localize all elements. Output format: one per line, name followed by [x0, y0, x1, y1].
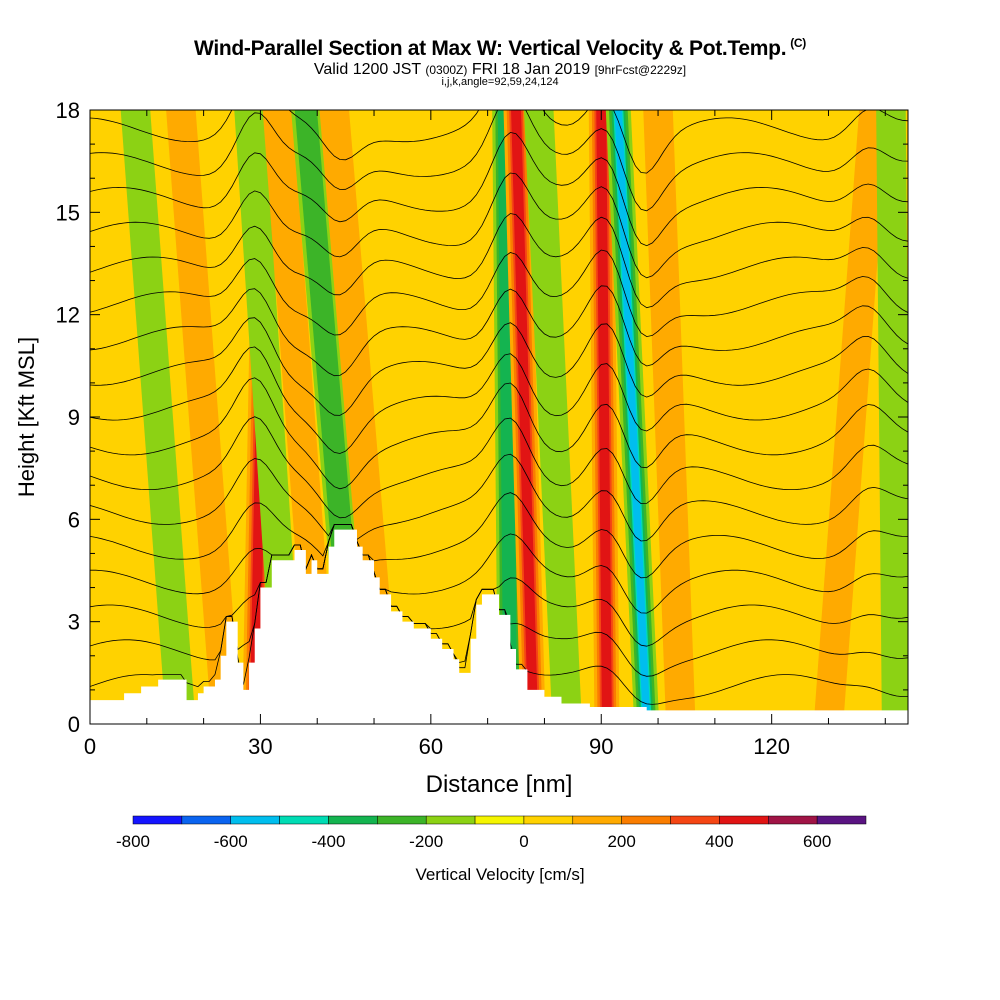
velocity-band-8: [511, 110, 539, 724]
x-tick-label: 90: [589, 734, 613, 759]
colorbar-swatch: [621, 815, 671, 825]
colorbar-swatch: [181, 815, 231, 825]
isentrope-7: [90, 453, 908, 542]
velocity-band-14: [876, 110, 908, 724]
colorbar-swatch: [719, 815, 769, 825]
colorbar-swatch: [474, 815, 525, 825]
forecast-info: [9hrFcst@2229z]: [594, 63, 687, 77]
y-tick-label: 15: [56, 200, 80, 225]
velocity-band-10: [596, 110, 612, 724]
chart-subtitle: Valid 1200 JST (0300Z) FRI 18 Jan 2019 […: [0, 61, 1000, 79]
grid-info: i,j,k,angle=92,59,24,124: [441, 76, 559, 88]
y-tick-label: 0: [68, 712, 80, 737]
y-tick-label: 12: [56, 303, 80, 328]
y-axis-label: Height [Kft MSL]: [14, 337, 39, 497]
valid-utc: (0300Z): [425, 63, 468, 77]
colorbar: -800 -600 -400 -200 0 200 400 600 Vertical Veloc…: [116, 815, 867, 884]
velocity-band-1: [166, 110, 242, 724]
colorbar-tick-label: -200: [409, 832, 443, 851]
y-tick-label: 18: [56, 98, 80, 123]
x-tick-label: 30: [248, 734, 272, 759]
isentrope-11: [90, 317, 908, 416]
y-tick-label: 3: [68, 610, 80, 635]
colorbar-swatch: [377, 815, 427, 825]
colorbar-tick-label: 200: [607, 832, 635, 851]
colorbar-tick-label: -800: [116, 832, 150, 851]
isentrope-17: [90, 110, 908, 212]
valid-time: Valid 1200 JST: [313, 61, 421, 78]
colorbar-tick-label: -400: [311, 832, 345, 851]
y-tick-label: 6: [68, 507, 80, 532]
isentrope-14: [90, 213, 908, 309]
x-axis-label: Distance [nm]: [426, 771, 573, 798]
terrain: [90, 529, 908, 724]
colorbar-label: Vertical Velocity [cm/s]: [415, 865, 584, 884]
colorbar-tick-label: 0: [519, 832, 528, 851]
x-tick-label: 120: [753, 734, 790, 759]
colorbar-tick-label: -600: [214, 832, 248, 851]
valid-date: FRI 18 Jan 2019: [471, 61, 591, 78]
axes: 0 30 60 90 120 0 3 6 9 12 15 18 Distance [nm] Height …: [14, 98, 908, 798]
colorbar-swatch: [132, 815, 183, 825]
colorbar-swatch: [816, 815, 867, 825]
isentrope-12: [90, 285, 908, 377]
isentrope-6: [90, 492, 908, 579]
colorbar-tick-label: 600: [803, 832, 831, 851]
isentrope-4: [90, 524, 908, 647]
colorbar-swatch: [523, 815, 574, 825]
colorbar-swatch: [279, 815, 329, 825]
y-tick-label: 9: [68, 405, 80, 430]
colorbar-swatch: [670, 815, 720, 825]
velocity-band-12: [643, 110, 696, 724]
velocity-band-9: [523, 110, 582, 724]
chart-title: Wind-Parallel Section at Max W: Vertical…: [194, 36, 806, 60]
velocity-band-0: [120, 110, 196, 724]
colorbar-tick-label: 400: [705, 832, 733, 851]
isentrope-16: [90, 131, 908, 247]
plot-area: [90, 110, 908, 724]
x-tick-label: 60: [419, 734, 443, 759]
colorbar-swatch: [572, 815, 622, 825]
isentrope-15: [90, 172, 908, 279]
velocity-band-6: [319, 110, 401, 724]
colorbar-swatch: [425, 815, 476, 825]
isentrope-8: [90, 416, 908, 519]
velocity-band-13: [813, 110, 889, 724]
isentrope-18: [90, 110, 908, 174]
title-tag: (C): [790, 36, 806, 50]
isentrope-13: [90, 249, 908, 338]
colorbar-swatch: [768, 815, 818, 825]
colorbar-swatch: [328, 815, 378, 825]
isentrope-9: [90, 377, 908, 490]
isentrope-10: [90, 346, 908, 454]
isentrope-5: [90, 524, 908, 614]
colorbar-swatch: [230, 815, 280, 825]
x-tick-label: 0: [84, 734, 96, 759]
